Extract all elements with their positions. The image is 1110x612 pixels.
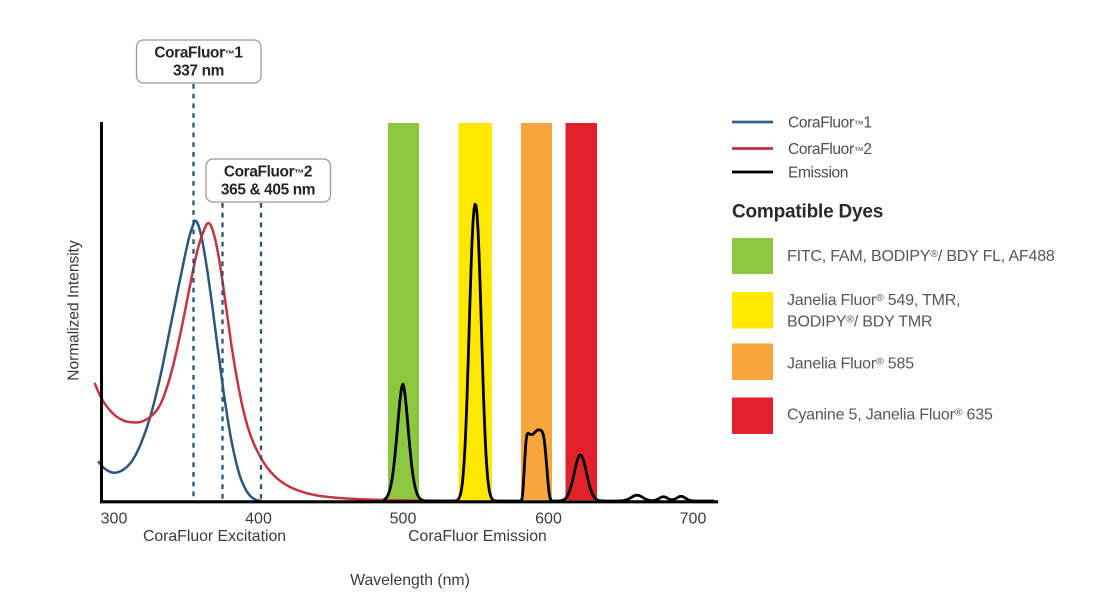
svg-text:Janelia Fluor® 549, TMR,: Janelia Fluor® 549, TMR, [787, 292, 960, 309]
svg-text:CoraFluor™2: CoraFluor™2 [224, 164, 312, 181]
svg-text:CoraFluor™1: CoraFluor™1 [154, 45, 243, 62]
svg-text:Compatible Dyes: Compatible Dyes [732, 202, 883, 223]
svg-text:FITC, FAM, BODIPY®/ BDY FL, AF: FITC, FAM, BODIPY®/ BDY FL, AF488 [787, 248, 1055, 265]
svg-text:300: 300 [101, 511, 128, 528]
svg-text:500: 500 [390, 511, 417, 528]
svg-text:Janelia Fluor® 585: Janelia Fluor® 585 [787, 356, 914, 373]
svg-text:400: 400 [245, 511, 272, 528]
svg-text:700: 700 [680, 511, 707, 528]
svg-text:CoraFluor Emission: CoraFluor Emission [408, 528, 547, 545]
svg-text:BODIPY®/ BDY TMR: BODIPY®/ BDY TMR [787, 314, 932, 331]
svg-text:CoraFluor™2: CoraFluor™2 [788, 141, 872, 158]
svg-text:Emission: Emission [788, 165, 848, 182]
svg-text:600: 600 [535, 511, 562, 528]
svg-text:Cyanine 5, Janelia Fluor® 635: Cyanine 5, Janelia Fluor® 635 [787, 407, 993, 424]
svg-text:365 & 405 nm: 365 & 405 nm [221, 182, 315, 199]
svg-text:CoraFluor™1: CoraFluor™1 [788, 115, 872, 132]
svg-text:Wavelength (nm): Wavelength (nm) [350, 572, 470, 589]
svg-text:337 nm: 337 nm [173, 63, 224, 80]
svg-text:CoraFluor Excitation: CoraFluor Excitation [143, 528, 286, 545]
svg-text:Normalized Intensity: Normalized Intensity [66, 240, 83, 381]
